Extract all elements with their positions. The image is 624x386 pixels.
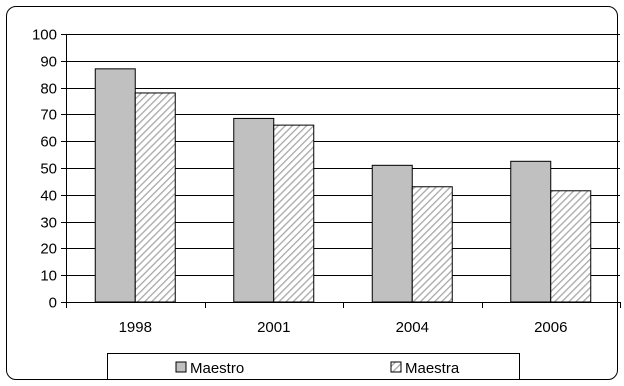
x-tick-label: 2001 bbox=[257, 319, 290, 336]
bars bbox=[94, 68, 592, 303]
bar-maestra-2001 bbox=[273, 124, 315, 303]
y-tick-label: 0 bbox=[49, 295, 57, 312]
x-tick-label: 2006 bbox=[534, 319, 567, 336]
y-tick-label: 80 bbox=[40, 81, 57, 98]
bar-maestra-2006 bbox=[550, 190, 592, 303]
bar-maestro-2006 bbox=[510, 160, 552, 303]
bar-maestra-1998 bbox=[134, 92, 176, 303]
legend-swatch-maestro bbox=[175, 361, 187, 373]
legend-label-maestra: Maestra bbox=[405, 360, 460, 377]
tick-labels: 0 10 20 30 40 50 60 70 80 90 100 1998 2001 2004 2006 bbox=[32, 27, 567, 337]
y-tick-label: 50 bbox=[40, 161, 57, 178]
bar-maestro-2004 bbox=[371, 164, 413, 303]
axes bbox=[61, 34, 621, 308]
y-tick-label: 30 bbox=[40, 215, 57, 232]
bar-maestro-2001 bbox=[233, 117, 275, 303]
legend-swatch-maestra bbox=[390, 361, 402, 373]
y-tick-label: 10 bbox=[40, 268, 57, 285]
x-tick-label: 1998 bbox=[119, 319, 152, 336]
bar-maestra-2004 bbox=[411, 186, 453, 303]
y-tick-label: 70 bbox=[40, 107, 57, 124]
y-tick-label: 20 bbox=[40, 241, 57, 258]
legend-label-maestro: Maestro bbox=[190, 360, 244, 377]
legend: Maestro Maestra bbox=[107, 353, 520, 380]
y-tick-label: 90 bbox=[40, 54, 57, 71]
y-tick-label: 100 bbox=[32, 27, 57, 44]
y-tick-label: 40 bbox=[40, 188, 57, 205]
bar-maestro-1998 bbox=[94, 68, 136, 303]
y-tick-label: 60 bbox=[40, 134, 57, 151]
x-tick-label: 2004 bbox=[396, 319, 429, 336]
